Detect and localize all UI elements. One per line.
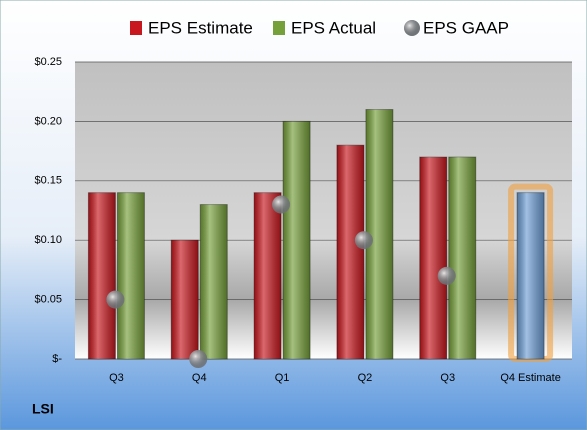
legend-label: EPS Actual: [291, 18, 376, 37]
bar-shine: [336, 145, 364, 359]
plot-area: [75, 62, 572, 359]
x-tick-label: Q4: [192, 372, 207, 384]
bar-shine: [88, 192, 116, 359]
bar-shine: [419, 157, 447, 359]
y-tick-label: $0.05: [34, 294, 62, 306]
y-tick-label: $0.25: [34, 56, 62, 68]
bar-shine: [200, 204, 228, 359]
bar-shine: [171, 240, 199, 359]
legend-marker: [130, 21, 142, 35]
legend-marker: [273, 21, 285, 35]
x-tick-label: Q4 Estimate: [500, 372, 561, 384]
bar-shine: [117, 192, 145, 359]
bar-shine: [517, 192, 545, 359]
gaap-marker-shine: [272, 195, 291, 214]
x-tick-label: Q3: [440, 372, 455, 384]
gaap-marker-shine: [354, 231, 373, 250]
legend-label: EPS Estimate: [148, 18, 253, 37]
legend-marker-shine: [404, 20, 420, 36]
gaap-marker-shine: [189, 350, 208, 368]
bar-shine: [283, 121, 311, 360]
legend-label: EPS GAAP: [423, 18, 509, 37]
x-tick-label: Q3: [109, 372, 124, 384]
gaap-marker-shine: [106, 290, 125, 309]
x-tick-label: Q2: [358, 372, 373, 384]
bar-shine: [254, 192, 282, 359]
y-tick-label: $-: [52, 353, 62, 365]
y-tick-label: $0.10: [34, 234, 62, 246]
y-tick-label: $0.20: [34, 115, 62, 127]
footer: LSI: [32, 401, 54, 417]
gaap-marker-shine: [437, 266, 456, 285]
x-tick-label: Q1: [275, 372, 290, 384]
y-tick-label: $0.15: [34, 175, 62, 187]
bar-shine: [448, 157, 476, 359]
